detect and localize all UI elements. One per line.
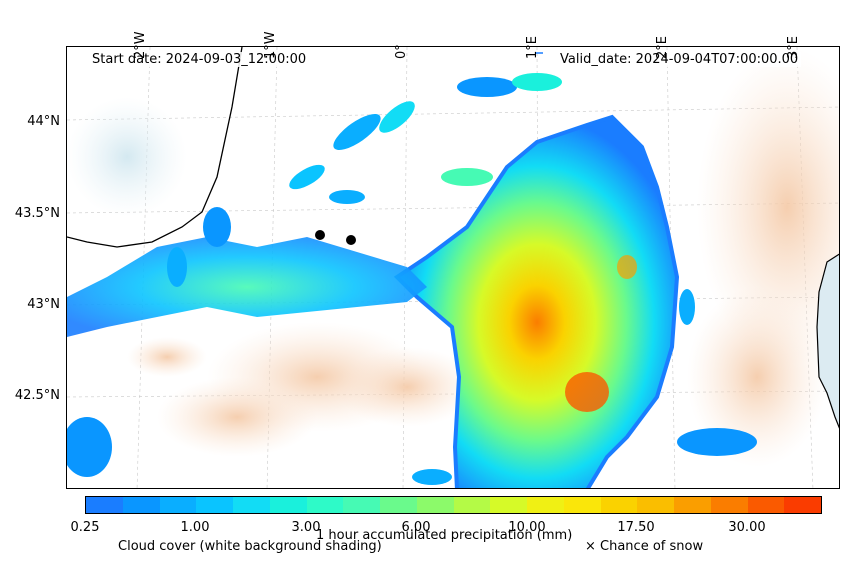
colorbar-segment [86, 497, 123, 513]
colorbar-tick: 3.00 [291, 520, 321, 535]
colorbar-segment [269, 497, 307, 513]
colorbar-segment [122, 497, 160, 513]
sea-area-mediterranean [816, 253, 839, 429]
precipitation-field [67, 73, 757, 488]
colorbar-segment [233, 497, 270, 513]
colorbar-tick: 30.00 [728, 520, 766, 535]
map-canvas [67, 47, 839, 488]
cloud-cover-note: Cloud cover (white background shading) [118, 539, 382, 554]
snow-note: × Chance of snow [585, 539, 704, 554]
map-panel: Start date: 2024-09-03_12:00:00 Valid_da… [66, 46, 840, 489]
colorbar-segment [527, 497, 564, 513]
colorbar-segment [416, 497, 454, 513]
longitude-label-2w: 2°W [133, 31, 148, 59]
colorbar-segment [784, 497, 821, 513]
colorbar-title: 1 hour accumulated precipitation (mm) [316, 528, 573, 543]
latitude-label-43-5n: 43.5°N [14, 206, 60, 221]
colorbar-segment [159, 497, 197, 513]
colorbar-segment [600, 497, 638, 513]
colorbar-segment [490, 497, 527, 513]
latitude-label-44n: 44°N [27, 114, 60, 129]
colorbar-segment [380, 497, 417, 513]
latitude-label-43n: 43°N [27, 297, 60, 312]
longitude-label-3e: 3°E [786, 36, 801, 59]
colorbar-segment [710, 497, 748, 513]
colorbar-segment [563, 497, 601, 513]
latitude-label-42-5n: 42.5°N [14, 388, 60, 403]
city-marker-2[interactable] [346, 235, 356, 245]
colorbar-segment [343, 497, 380, 513]
colorbar-tick: 1.00 [180, 520, 210, 535]
colorbar-segment [306, 497, 344, 513]
valid-date-label: Valid_date: 2024-09-04T07:00:00.00 [557, 52, 802, 67]
city-marker-1[interactable] [315, 230, 325, 240]
colorbar-segment [453, 497, 491, 513]
colorbar-tick: 0.25 [70, 520, 100, 535]
precipitation-colorbar [85, 496, 822, 514]
colorbar-tick: 17.50 [617, 520, 655, 535]
longitude-label-1w: 1°W [263, 31, 278, 59]
colorbar-segment [196, 497, 233, 513]
cloud-cover-shading [67, 47, 839, 467]
colorbar-segment [674, 497, 711, 513]
longitude-label-1e: 1°E [525, 36, 540, 59]
coastline [67, 47, 243, 248]
colorbar-tick: 6.00 [401, 520, 431, 535]
colorbar-tick: 10.00 [508, 520, 546, 535]
start-date-label: Start date: 2024-09-03_12:00:00 [89, 52, 310, 67]
colorbar-segment [747, 497, 785, 513]
longitude-label-0: 0° [394, 44, 409, 59]
colorbar-segment [637, 497, 674, 513]
longitude-label-2e: 2°E [655, 36, 670, 59]
